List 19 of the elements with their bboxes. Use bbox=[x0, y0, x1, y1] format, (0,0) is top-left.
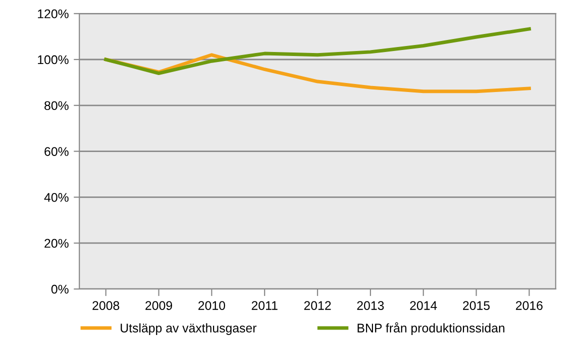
y-tick-label: 0% bbox=[51, 284, 69, 294]
x-tick-label: 2013 bbox=[357, 301, 384, 310]
x-tick-label: 2015 bbox=[463, 301, 490, 310]
y-tick-label: 20% bbox=[44, 238, 69, 248]
legend-label: Utsläpp av växthusgaser bbox=[120, 323, 256, 335]
x-tick-label: 2016 bbox=[516, 301, 543, 310]
y-tick-label: 80% bbox=[44, 101, 69, 110]
x-tick-label: 2011 bbox=[252, 301, 278, 310]
y-tick-label: 40% bbox=[44, 193, 69, 202]
x-tick-label: 2009 bbox=[145, 301, 172, 310]
x-tick-label: 2008 bbox=[92, 301, 120, 310]
y-tick-label: 120% bbox=[38, 9, 69, 18]
x-tick-label: 2014 bbox=[410, 301, 437, 310]
x-tick-label: 2012 bbox=[304, 301, 331, 310]
x-tick-label: 2010 bbox=[198, 301, 226, 310]
y-tick-label: 60% bbox=[44, 147, 69, 156]
y-tick-label: 100% bbox=[38, 55, 69, 64]
legend-label: BNP från produktionssidan bbox=[358, 322, 504, 335]
line-series bbox=[104, 27, 531, 76]
